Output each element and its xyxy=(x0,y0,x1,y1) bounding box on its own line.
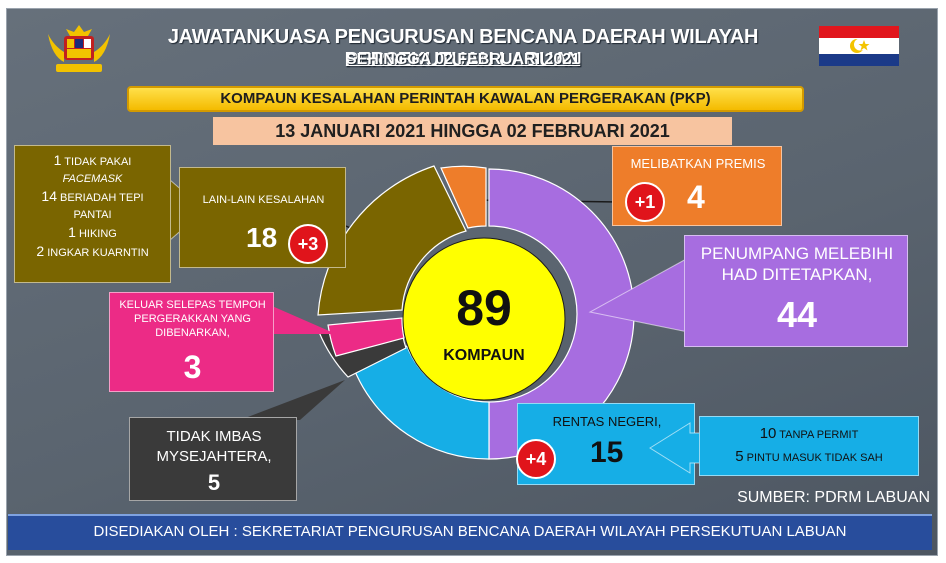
total-label: KOMPAUN xyxy=(443,347,525,364)
segment-keluar xyxy=(327,317,405,357)
penumpang-card: PENUMPANG MELEBIHI HAD DITETAPKAN, 44 xyxy=(684,235,908,347)
keluar-label-line2: PERGERAKKAN YANG xyxy=(134,313,251,325)
premis-value: 4 xyxy=(687,179,705,215)
penumpang-label-line2: HAD DITETAPKAN, xyxy=(721,265,873,284)
tidak-imbas-label-line1: TIDAK IMBAS xyxy=(166,428,262,445)
tidak-imbas-label: TIDAK IMBAS MYSEJAHTERA, xyxy=(130,427,298,467)
lain-lain-change-badge: +3 xyxy=(288,224,328,264)
footer-bar: DISEDIAKAN OLEH : SEKRETARIAT PENGURUSAN… xyxy=(8,514,932,550)
kompaun-banner: KOMPAUN KESALAHAN PERINTAH KAWALAN PERGE… xyxy=(127,86,804,112)
keluar-value: 3 xyxy=(183,349,202,385)
lain-lain-value: 18 xyxy=(246,222,278,253)
keluar-label-line3: DIBENARKAN, xyxy=(155,327,230,339)
rentas-value: 15 xyxy=(590,436,624,469)
rentas-breakdown-item: 5 PINTU MASUK TIDAK SAH xyxy=(735,448,883,465)
source-text: SUMBER: PDRM LABUAN xyxy=(737,489,930,506)
breakdown-item: 2 INGKAR KUARNTIN xyxy=(36,243,149,259)
rentas-breakdown-item: 10 TANPA PERMIT xyxy=(759,425,859,442)
header-subtitle: SEHINGGA 02 FEBRUARI 2021 xyxy=(345,51,581,68)
breakdown-item: 14 BERIADAH TEPI xyxy=(41,188,144,204)
total-value: 89 xyxy=(456,280,512,336)
breakdown-item-extra: PANTAI xyxy=(73,209,112,221)
segment-premis xyxy=(440,165,487,229)
center-circle xyxy=(402,237,566,401)
rentas-change-badge: +4 xyxy=(516,439,556,479)
rentas-breakdown: 10 TANPA PERMIT 5 PINTU MASUK TIDAK SAH xyxy=(699,416,919,476)
penumpang-label-line1: PENUMPANG MELEBIHI xyxy=(700,244,894,263)
donut-segments xyxy=(317,165,635,460)
penumpang-value: 44 xyxy=(776,294,818,335)
keluar-card: KELUAR SELEPAS TEMPOH PERGERAKKAN YANG D… xyxy=(109,292,274,392)
header-title: JAWATANKUASA PENGURUSAN BENCANA DAERAH W… xyxy=(167,26,759,71)
lain-lain-breakdown: 1 TIDAK PAKAI FACEMASK 14 BERIADAH TEPI … xyxy=(14,145,171,283)
keluar-label-line1: KELUAR SELEPAS TEMPOH xyxy=(119,299,266,311)
rentas-label: RENTAS NEGERI, xyxy=(552,414,662,429)
breakdown-item: 1 TIDAK PAKAI xyxy=(53,152,132,168)
tidak-imbas-label-line2: MYSEJAHTERA, xyxy=(156,448,272,465)
tidak-imbas-value: 5 xyxy=(207,470,221,495)
breakdown-item: 1 HIKING xyxy=(68,224,117,240)
keluar-label: KELUAR SELEPAS TEMPOH PERGERAKKAN YANG D… xyxy=(110,298,275,340)
penumpang-label: PENUMPANG MELEBIHI HAD DITETAPKAN, xyxy=(685,243,909,285)
tidak-imbas-card: TIDAK IMBAS MYSEJAHTERA, 5 xyxy=(129,417,297,501)
malaysia-coat-of-arms-icon xyxy=(48,25,110,72)
lain-lain-label: LAIN-LAIN KESALAHAN xyxy=(202,194,325,206)
breakdown-item-extra: FACEMASK xyxy=(62,173,123,185)
labuan-flag-icon xyxy=(819,26,899,66)
date-range: 13 JANUARI 2021 HINGGA 02 FEBRUARI 2021 xyxy=(213,117,732,145)
premis-change-badge: +1 xyxy=(625,182,665,222)
premis-label: MELIBATKAN PREMIS xyxy=(630,156,766,171)
